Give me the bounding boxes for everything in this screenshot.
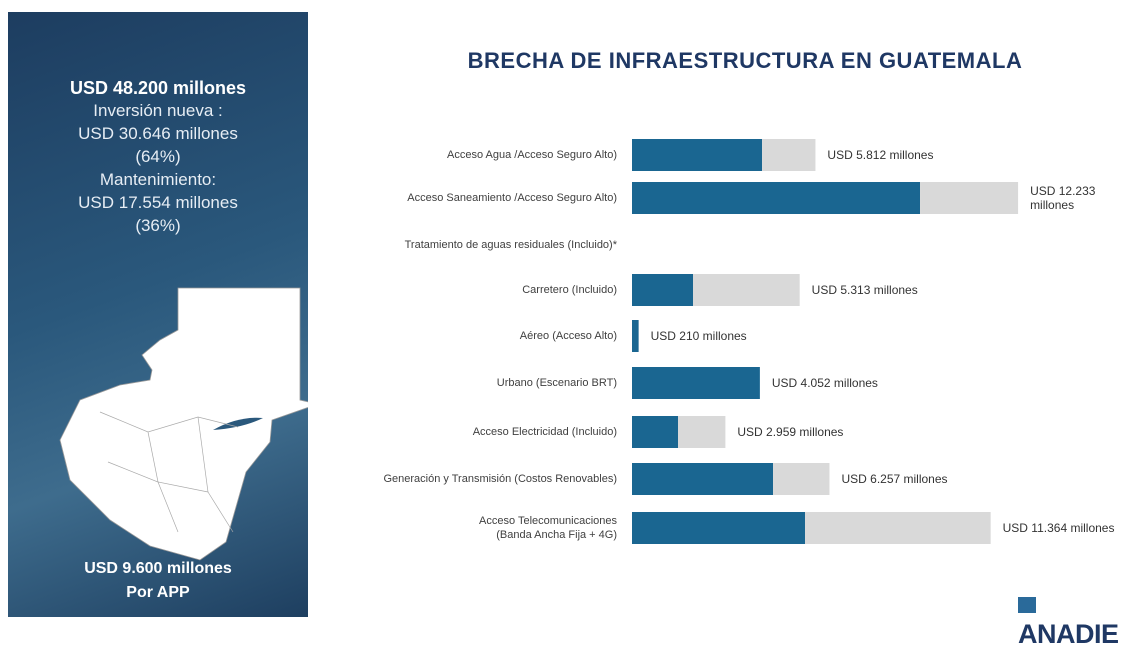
panel-line: USD 30.646 millones — [78, 124, 238, 143]
panel-line: Inversión nueva : — [93, 101, 223, 120]
total-label: USD 6.257 millones — [841, 472, 948, 486]
logo-icon — [1018, 597, 1036, 613]
total-label: USD 11.364 millones — [1002, 521, 1115, 535]
category-label: Acceso Telecomunicaciones (Banda Ancha F… — [479, 515, 617, 541]
bar-segment — [773, 463, 830, 495]
panel-line: (64%) — [135, 147, 181, 166]
chart — [632, 139, 1019, 544]
panel-footer: Por APP — [126, 584, 190, 601]
bar-segment — [632, 512, 806, 544]
total-label: USD 4.052 millones — [771, 376, 878, 390]
logo: ANADIE — [1018, 588, 1139, 650]
map-borders — [99, 411, 239, 533]
category-label: Urbano (Escenario BRT) — [496, 377, 617, 389]
bar-segment — [920, 182, 1019, 214]
category-label: Carretero (Incluido) — [522, 284, 617, 296]
bar-segment — [762, 139, 816, 171]
panel-line: USD 17.554 millones — [78, 193, 238, 212]
category-label: Acceso Saneamiento /Acceso Seguro Alto) — [407, 192, 617, 204]
total-label: USD 210 millones — [650, 329, 747, 343]
page: USD 48.200 millones Inversión nueva : US… — [8, 12, 1119, 649]
bar-segment — [632, 463, 774, 495]
bar-segment — [632, 367, 760, 399]
panel-line: (36%) — [135, 216, 181, 235]
category-label: Generación y Transmisión (Costos Renovab… — [383, 473, 617, 485]
total-label: USD 2.959 millones — [737, 425, 844, 439]
bar-segment — [693, 274, 800, 306]
total-label: USD 5.313 millones — [811, 283, 918, 297]
category-label: Aéreo (Acceso Alto) — [519, 330, 617, 342]
category-label: Acceso Agua /Acceso Seguro Alto) — [447, 149, 617, 161]
map-lake — [213, 417, 263, 430]
total-label: USD 5.812 millones — [827, 148, 934, 162]
category-label: Tratamiento de aguas residuales (Incluid… — [404, 239, 617, 251]
panel-line: Mantenimiento: — [99, 170, 217, 189]
bar-segment — [632, 182, 921, 214]
category-label: Acceso Electricidad (Incluido) — [472, 426, 617, 438]
bar-segment — [678, 416, 726, 448]
map-shape — [59, 287, 308, 561]
bar-segment — [632, 416, 679, 448]
chart-title: BRECHA DE INFRAESTRUCTURA EN GUATEMALA — [467, 48, 1023, 73]
headline: USD 48.200 millones — [69, 78, 247, 98]
side-panel: USD 48.200 millones Inversión nueva : US… — [8, 12, 308, 617]
bar-segment — [632, 139, 763, 171]
bar-segment — [632, 320, 639, 352]
map — [59, 287, 308, 561]
bar-segment — [632, 274, 694, 306]
bar-segment — [805, 512, 991, 544]
panel-footer: USD 9.600 millones — [84, 560, 232, 577]
logo-text: ANADIE — [1018, 619, 1119, 649]
total-label: USD 12.233 millones — [1030, 184, 1096, 212]
